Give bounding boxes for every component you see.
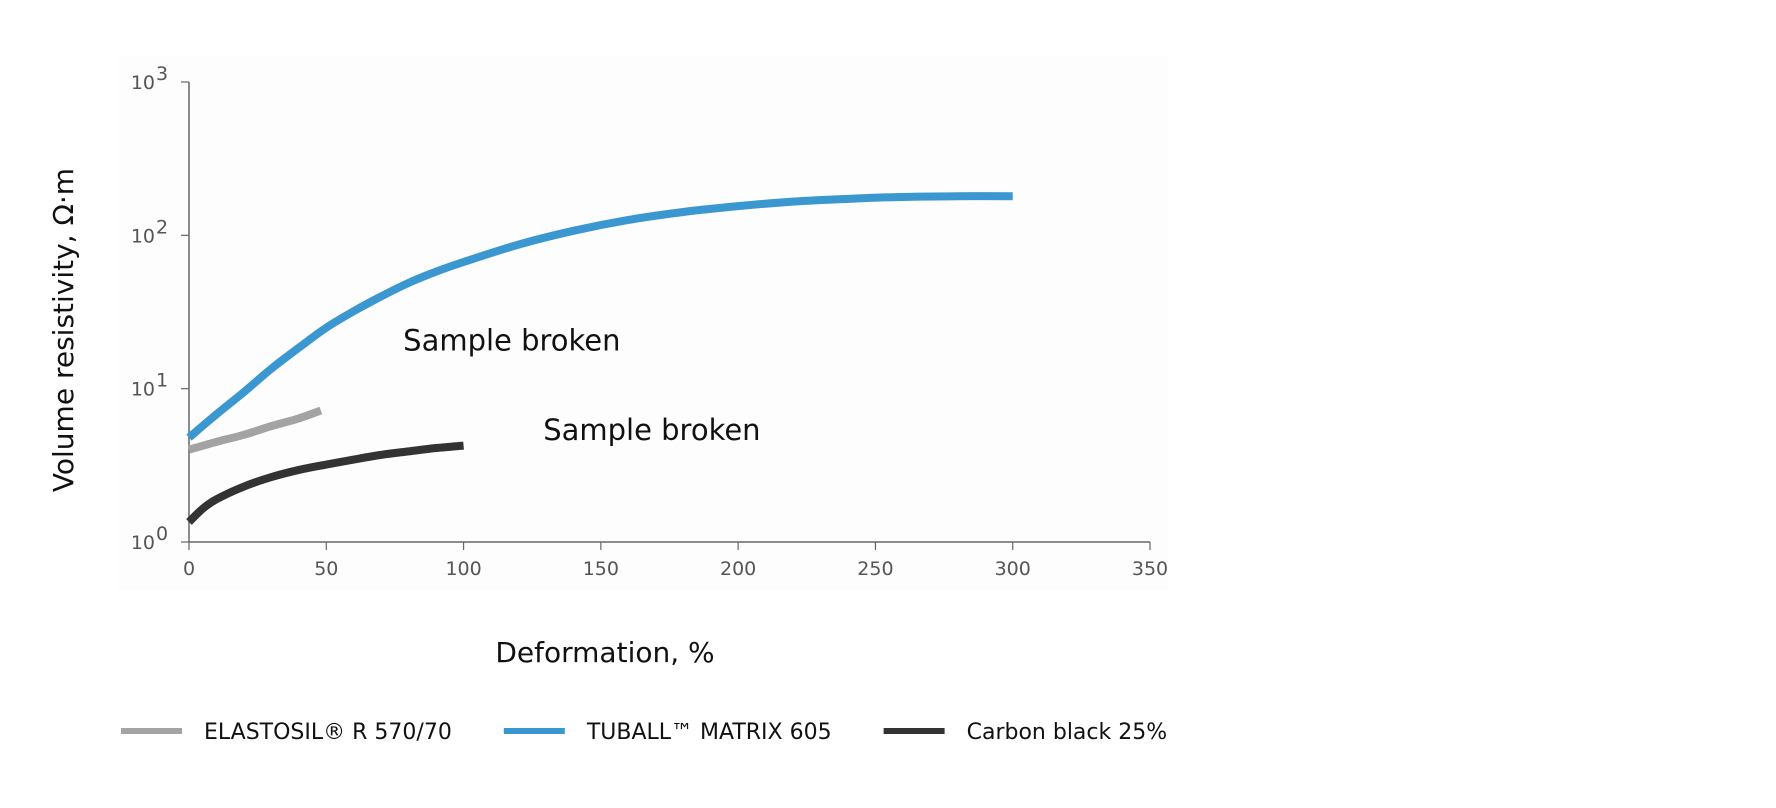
- y-axis-title: Volume resistivity, Ω·m: [47, 168, 80, 492]
- x-tick-label: 0: [183, 558, 195, 580]
- axes: [188, 82, 1150, 543]
- y-tick-exponent: 1: [156, 370, 168, 392]
- x-tick-label: 200: [720, 558, 756, 580]
- y-tick-label: 10: [131, 379, 155, 401]
- x-tick-label: 100: [445, 558, 481, 580]
- annotation-sample-broken: Sample broken: [543, 413, 760, 447]
- y-tick-label: 10: [131, 225, 155, 247]
- x-tick-label: 50: [314, 558, 338, 580]
- x-ticks: 0 50 100 150 200 250 300 350: [183, 542, 1168, 580]
- series-line-carbon-black: [186, 441, 464, 525]
- series-lines: [186, 192, 1013, 525]
- annotation-sample-broken: Sample broken: [403, 324, 620, 358]
- annotations: Sample broken Sample broken: [403, 324, 760, 448]
- legend-label: TUBALL™ MATRIX 605: [586, 720, 832, 745]
- legend-item-elastosil: ELASTOSIL® R 570/70: [121, 720, 452, 745]
- legend-item-tuball: TUBALL™ MATRIX 605: [503, 720, 832, 745]
- x-tick-label: 250: [857, 558, 893, 580]
- series-line-tuball: [186, 192, 1013, 441]
- y-tick-exponent: 3: [156, 63, 168, 85]
- x-axis-title: Deformation, %: [495, 636, 714, 669]
- legend-item-carbon-black: Carbon black 25%: [883, 720, 1168, 745]
- plot-background: [118, 55, 1168, 590]
- y-tick-exponent: 2: [156, 216, 168, 238]
- y-tick-label: 10: [131, 72, 155, 94]
- x-tick-label: 150: [583, 558, 619, 580]
- y-tick-exponent: 0: [156, 523, 168, 545]
- x-tick-label: 350: [1132, 558, 1168, 580]
- y-tick-label: 10: [131, 532, 155, 554]
- legend-label: ELASTOSIL® R 570/70: [204, 720, 452, 745]
- legend-label: Carbon black 25%: [967, 720, 1168, 745]
- series-line-elastosil: [187, 406, 323, 454]
- legend: ELASTOSIL® R 570/70 TUBALL™ MATRIX 605 Car…: [121, 720, 1167, 745]
- x-tick-label: 300: [995, 558, 1031, 580]
